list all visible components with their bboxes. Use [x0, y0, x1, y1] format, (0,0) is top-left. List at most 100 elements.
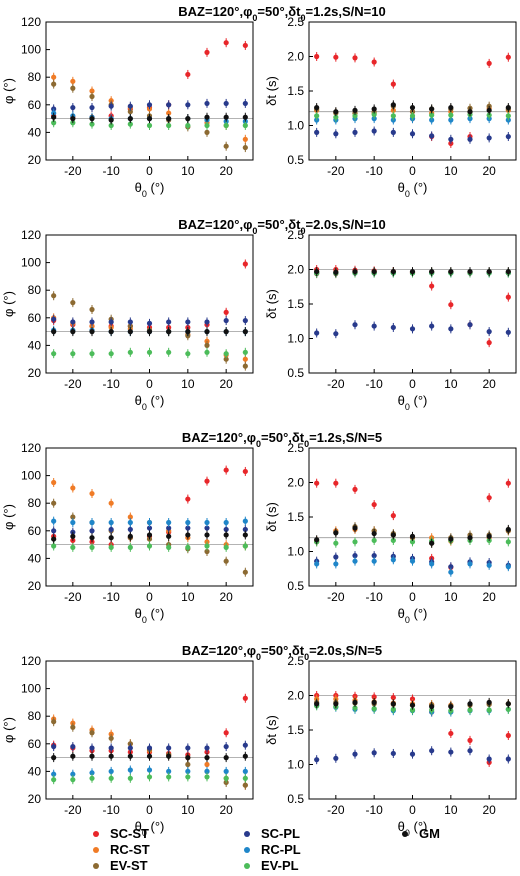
legend-item-sc-pl: SC-PL — [244, 826, 300, 841]
point-sc-st — [486, 495, 492, 501]
point-ev-pl — [70, 351, 76, 357]
legend-item-ev-st: EV-ST — [93, 858, 148, 873]
point-sc-pl — [108, 103, 114, 109]
point-gm — [352, 699, 358, 706]
y-axis-label: δt (s) — [264, 289, 279, 319]
point-gm — [185, 116, 191, 122]
point-ev-st — [51, 719, 57, 725]
point-rc-pl — [242, 518, 248, 524]
legend-item-ev-pl: EV-PL — [244, 858, 299, 873]
x-axis-label: θ0 (°) — [135, 180, 165, 199]
y-tick-label: 0.5 — [287, 792, 304, 806]
point-sc-pl — [242, 100, 248, 107]
point-sc-pl — [467, 748, 473, 754]
point-gm — [108, 329, 114, 335]
y-tick-label: 1.0 — [287, 758, 304, 772]
point-ev-pl — [242, 543, 248, 549]
point-sc-pl — [371, 128, 377, 134]
point-sc-pl — [429, 748, 435, 754]
point-gm — [429, 703, 435, 710]
fast-axis-panel: 20 40 60 80 100 120 -20 -10 0 10 20 θ0 (°) φ (°) — [1, 228, 254, 412]
point-rc-pl — [448, 569, 454, 575]
y-tick-label: 0.5 — [287, 153, 304, 167]
x-tick-label: 0 — [409, 164, 416, 178]
x-tick-label: 10 — [181, 590, 195, 604]
point-rc-pl — [467, 561, 473, 567]
point-ev-pl — [89, 351, 95, 357]
point-gm — [371, 699, 377, 706]
point-sc-st — [333, 480, 339, 486]
legend-marker — [93, 863, 99, 869]
point-gm — [448, 536, 454, 542]
point-gm — [70, 533, 76, 539]
point-ev-pl — [242, 349, 248, 355]
point-rc-pl — [146, 767, 153, 773]
point-ev-pl — [146, 349, 153, 355]
legend-label: SC-ST — [110, 826, 149, 841]
point-sc-pl — [127, 103, 133, 109]
legend-label: EV-ST — [110, 858, 148, 873]
point-sc-pl — [314, 129, 320, 135]
point-ev-pl — [146, 122, 153, 129]
point-gm — [371, 106, 377, 112]
point-rc-pl — [429, 117, 435, 123]
point-sc-pl — [371, 323, 377, 329]
point-gm — [333, 109, 339, 115]
point-ev-st — [242, 144, 248, 151]
legend-label: RC-ST — [110, 842, 150, 857]
point-ev-pl — [467, 707, 473, 713]
y-tick-label: 20 — [28, 153, 42, 167]
point-gm — [51, 114, 57, 120]
point-ev-pl — [486, 707, 492, 713]
point-ev-pl — [223, 351, 229, 357]
point-rc-st — [51, 479, 57, 486]
point-sc-st — [467, 737, 473, 743]
point-rc-pl — [51, 771, 57, 777]
point-ev-pl — [223, 544, 229, 550]
point-gm — [242, 532, 248, 538]
x-tick-label: 0 — [146, 164, 153, 178]
point-gm — [448, 104, 454, 111]
point-rc-pl — [70, 519, 76, 526]
point-ev-st — [204, 548, 210, 555]
y-tick-label: 60 — [28, 524, 42, 538]
x-tick-label: -10 — [102, 590, 120, 604]
point-gm — [467, 109, 473, 115]
point-sc-st — [486, 340, 492, 346]
point-ev-st — [242, 569, 248, 575]
legend-label: EV-PL — [261, 858, 299, 873]
legend-marker — [93, 831, 99, 837]
point-ev-pl — [127, 349, 133, 355]
y-axis-label: φ (°) — [1, 291, 16, 317]
y-tick-label: 120 — [21, 228, 41, 242]
point-rc-pl — [127, 767, 133, 773]
point-gm — [166, 116, 172, 122]
point-rc-pl — [333, 561, 339, 567]
point-sc-pl — [166, 102, 172, 108]
point-ev-pl — [185, 774, 191, 780]
point-ev-pl — [371, 706, 377, 712]
fast-axis-panel: 20 40 60 80 100 120 -20 -10 0 10 20 θ0 (°) φ (°) — [1, 15, 254, 199]
point-ev-pl — [371, 111, 377, 118]
point-sc-st — [314, 480, 320, 486]
point-gm — [467, 535, 473, 541]
point-sc-st — [409, 696, 416, 702]
point-ev-pl — [70, 777, 76, 783]
y-tick-label: 100 — [21, 43, 41, 57]
x-tick-label: 0 — [409, 377, 416, 391]
point-rc-pl — [505, 564, 511, 570]
point-ev-pl — [146, 774, 153, 780]
point-gm — [409, 104, 416, 111]
point-gm — [70, 329, 76, 335]
point-ev-pl — [505, 113, 511, 119]
point-ev-pl — [166, 544, 172, 550]
y-axis-label: φ (°) — [1, 717, 16, 743]
point-ev-pl — [486, 112, 492, 118]
x-tick-label: 10 — [181, 803, 195, 817]
fast-axis-panel: 20 40 60 80 100 120 -20 -10 0 10 20 θ0 (°) φ (°) — [1, 654, 254, 838]
y-tick-label: 2.0 — [287, 50, 304, 64]
